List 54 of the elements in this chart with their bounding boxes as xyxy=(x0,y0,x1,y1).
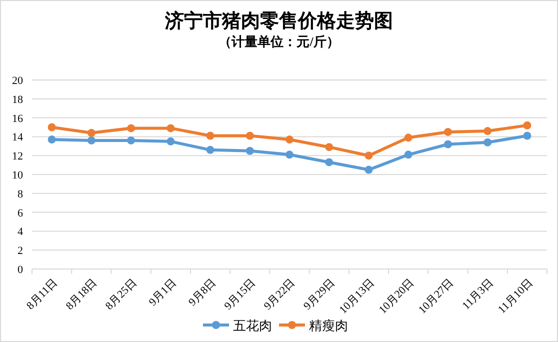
chart-subtitle: （计量单位：元/斤） xyxy=(218,34,340,49)
x-tick-label: 11月10日 xyxy=(496,276,536,316)
x-tick-label: 10月27日 xyxy=(416,276,456,316)
point xyxy=(87,136,96,144)
x-tick-label: 10月13日 xyxy=(337,276,377,316)
point xyxy=(444,140,452,148)
point xyxy=(484,138,492,146)
x-tick-label: 9月15日 xyxy=(222,276,258,312)
y-tick-label: 0 xyxy=(18,264,24,276)
point xyxy=(325,158,334,166)
y-tick-label: 14 xyxy=(12,132,24,144)
point xyxy=(87,128,96,137)
point xyxy=(444,128,452,136)
x-tick-label: 9月29日 xyxy=(302,276,338,312)
point xyxy=(404,150,412,159)
chart-title: 济宁市猪肉零售价格走势图 xyxy=(164,10,393,32)
y-tick-label: 2 xyxy=(18,245,23,258)
y-tick-label: 20 xyxy=(12,75,24,87)
x-tick-label: 8月11日 xyxy=(24,276,60,312)
point xyxy=(206,146,214,154)
y-tick-label: 10 xyxy=(12,170,24,182)
x-tick-label: 8月25日 xyxy=(103,276,140,312)
x-tick-label: 9月22日 xyxy=(262,276,298,312)
x-tick-label: 8月18日 xyxy=(64,276,100,312)
point xyxy=(166,124,175,132)
point xyxy=(404,134,412,142)
point xyxy=(246,132,254,140)
y-tick-label: 16 xyxy=(12,112,24,125)
y-tick-label: 4 xyxy=(18,226,24,238)
x-tick-label: 9月1日 xyxy=(146,276,179,308)
point xyxy=(48,123,56,132)
point xyxy=(127,136,136,144)
legend-label: 精瘦肉 xyxy=(309,318,348,333)
point xyxy=(166,137,175,146)
point xyxy=(364,152,373,160)
y-tick-label: 6 xyxy=(18,207,24,220)
point xyxy=(484,127,492,136)
point xyxy=(246,146,254,155)
x-tick-label: 11月3日 xyxy=(460,276,496,312)
point xyxy=(523,121,532,130)
point xyxy=(127,124,136,132)
point xyxy=(364,166,373,174)
point xyxy=(286,150,294,159)
x-tick-label: 10月20日 xyxy=(376,276,416,316)
y-tick-label: 8 xyxy=(18,188,24,200)
point xyxy=(48,136,56,144)
point xyxy=(206,132,214,140)
point xyxy=(325,143,334,152)
legend-label: 五花肉 xyxy=(233,318,272,333)
point xyxy=(286,136,294,144)
y-tick-label: 12 xyxy=(12,150,23,163)
point xyxy=(523,132,532,140)
x-tick-label: 9月8日 xyxy=(186,276,218,308)
y-tick-label: 18 xyxy=(12,94,24,106)
